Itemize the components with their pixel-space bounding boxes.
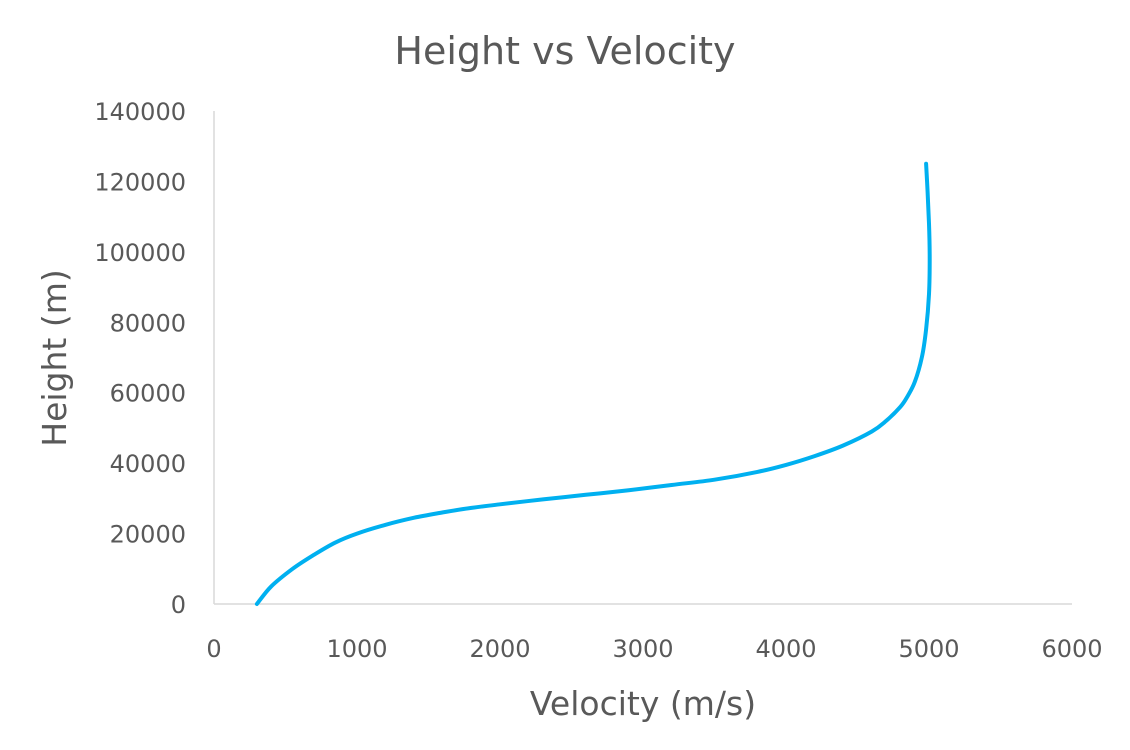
series-line-0 bbox=[254, 161, 932, 606]
x-tick-label: 0 bbox=[206, 635, 221, 663]
chart-title: Height vs Velocity bbox=[394, 29, 735, 73]
x-tick-label: 4000 bbox=[755, 635, 816, 663]
x-tick-label: 3000 bbox=[612, 635, 673, 663]
y-tick-label: 120000 bbox=[94, 168, 186, 196]
y-axis-title: Height (m) bbox=[35, 269, 74, 446]
x-axis-title: Velocity (m/s) bbox=[530, 684, 756, 723]
x-tick-label: 6000 bbox=[1041, 635, 1102, 663]
y-tick-label: 0 bbox=[171, 591, 186, 619]
y-tick-label: 140000 bbox=[94, 98, 186, 126]
y-tick-label: 60000 bbox=[110, 380, 186, 408]
series-group bbox=[254, 161, 932, 606]
y-tick-label: 40000 bbox=[110, 450, 186, 478]
y-tick-label: 80000 bbox=[110, 309, 186, 337]
x-tick-label: 5000 bbox=[898, 635, 959, 663]
x-tick-label: 2000 bbox=[469, 635, 530, 663]
y-tick-label: 100000 bbox=[94, 239, 186, 267]
y-axis-ticks: 0 20000 40000 60000 80000 100000 120000 140000 bbox=[94, 98, 186, 619]
y-tick-label: 20000 bbox=[110, 521, 186, 549]
x-axis-ticks: 0 1000 2000 3000 4000 5000 6000 bbox=[206, 635, 1102, 663]
x-tick-label: 1000 bbox=[326, 635, 387, 663]
